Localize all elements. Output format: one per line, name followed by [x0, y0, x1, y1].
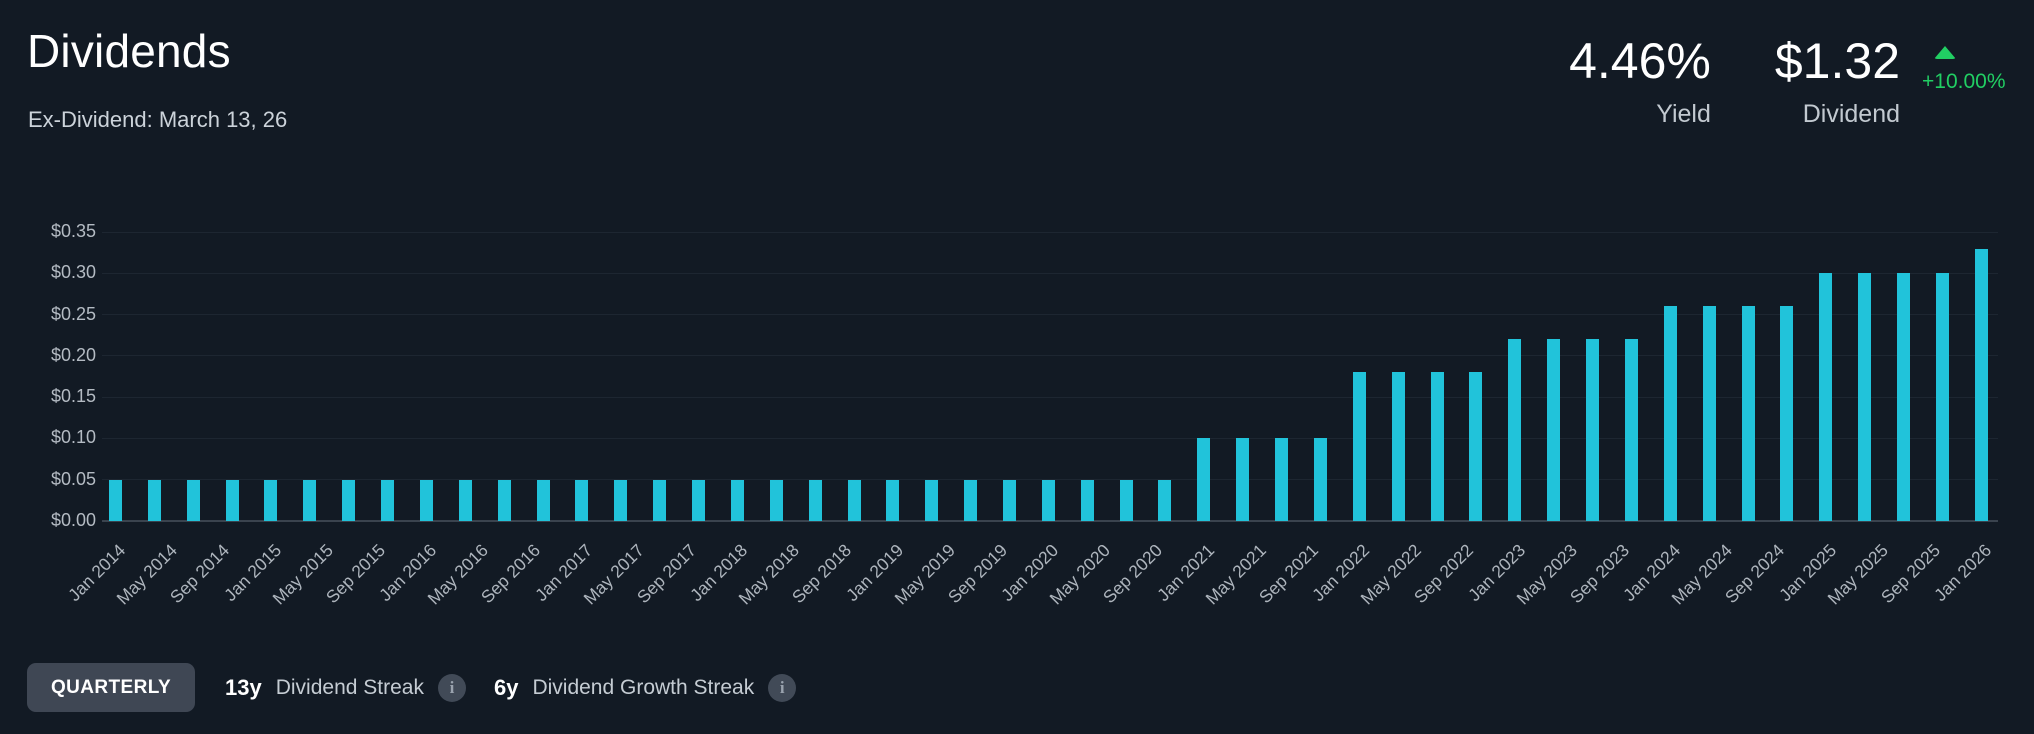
dividend-value: $1.32	[1774, 33, 1900, 89]
growth-streak-label: Dividend Growth Streak	[532, 675, 755, 699]
dividend-bar[interactable]	[808, 479, 822, 521]
dividend-bar[interactable]	[225, 479, 239, 521]
y-axis-label: $0.05	[50, 468, 96, 489]
y-axis-label: $0.20	[50, 344, 96, 365]
y-axis-label: $0.30	[50, 262, 96, 283]
dividend-bar[interactable]	[1080, 479, 1094, 521]
dividend-streak-years: 13y	[225, 674, 262, 700]
dividend-bar[interactable]	[769, 479, 783, 521]
dividend-change: +10.00%	[1922, 36, 2010, 94]
dividend-bar[interactable]	[1313, 438, 1327, 521]
gridline	[102, 231, 1998, 233]
dividend-bar[interactable]	[147, 479, 161, 521]
y-axis-label: $0.35	[50, 221, 96, 241]
dividend-bar[interactable]	[264, 479, 278, 521]
dividend-bar[interactable]	[1780, 306, 1794, 521]
dividend-bar[interactable]	[692, 479, 706, 521]
yield-stat: 4.46% Yield	[1569, 36, 1711, 129]
y-axis-label: $0.00	[50, 510, 96, 530]
dividend-bar[interactable]	[342, 479, 356, 521]
dividend-bar[interactable]	[1974, 248, 1988, 521]
dividend-bar[interactable]	[1041, 479, 1055, 521]
growth-streak-info-icon[interactable]: i	[768, 673, 797, 702]
dividend-bar[interactable]	[186, 479, 200, 521]
dividend-bar[interactable]	[1275, 438, 1289, 521]
dividend-bar[interactable]	[1858, 273, 1872, 521]
page-title: Dividends	[27, 25, 231, 77]
dividend-bar[interactable]	[1819, 273, 1833, 521]
dividend-bar[interactable]	[1663, 306, 1677, 521]
dividend-bar[interactable]	[303, 479, 317, 521]
y-axis-label: $0.25	[50, 303, 96, 324]
dividend-bar[interactable]	[653, 479, 667, 521]
dividend-bar[interactable]	[1391, 372, 1405, 521]
dividend-bar[interactable]	[419, 479, 433, 521]
gridline	[102, 314, 1998, 316]
dividend-bar[interactable]	[925, 479, 939, 521]
dividend-bar[interactable]	[1352, 372, 1366, 521]
arrow-up-icon	[1934, 46, 1956, 59]
dividend-label: Dividend	[1802, 100, 1900, 128]
dividend-stat: $1.32 Dividend	[1775, 36, 1900, 129]
dividend-bar[interactable]	[1158, 479, 1172, 521]
dividend-bar[interactable]	[886, 479, 900, 521]
y-axis-label: $0.15	[50, 386, 96, 407]
dividend-bar[interactable]	[1197, 438, 1211, 521]
dividend-streak-info-icon[interactable]: i	[437, 673, 466, 702]
dividend-bar[interactable]	[730, 479, 744, 521]
growth-streak-years: 6y	[493, 674, 519, 700]
dividend-bar[interactable]	[1003, 479, 1016, 521]
gridline	[102, 272, 1998, 274]
yield-value: 4.46%	[1569, 33, 1711, 89]
dividend-bar[interactable]	[1508, 339, 1522, 521]
dividend-bar[interactable]	[497, 479, 511, 521]
dividend-bar[interactable]	[1897, 273, 1911, 521]
dividend-bar[interactable]	[109, 479, 122, 521]
yield-label: Yield	[1656, 100, 1711, 128]
streaks-row: 13y Dividend Streak i 6y Dividend Growth…	[225, 663, 810, 712]
dividend-bar[interactable]	[1741, 306, 1755, 521]
dividend-bar[interactable]	[1586, 339, 1600, 521]
dividend-bar[interactable]	[536, 479, 550, 521]
y-axis-label: $0.10	[50, 427, 96, 448]
dividend-bar[interactable]	[847, 479, 861, 521]
quarterly-toggle-button[interactable]: QUARTERLY	[27, 663, 196, 712]
dividend-streak-label: Dividend Streak	[275, 675, 424, 699]
dividend-bar[interactable]	[1624, 339, 1638, 521]
dividend-bar[interactable]	[575, 479, 589, 521]
dividend-bar[interactable]	[1935, 273, 1949, 521]
dividend-bar[interactable]	[381, 479, 395, 521]
dividend-bar[interactable]	[1119, 479, 1133, 521]
dividend-bar[interactable]	[964, 479, 978, 521]
dividend-bar[interactable]	[458, 479, 472, 521]
dividend-bar[interactable]	[614, 479, 628, 521]
gridline	[102, 437, 1998, 439]
dividend-bar[interactable]	[1469, 372, 1483, 521]
dividend-change-percent: +10.00%	[1922, 70, 2006, 93]
gridline	[102, 396, 1998, 398]
x-axis-line	[102, 520, 1998, 522]
dividend-bar[interactable]	[1236, 438, 1250, 521]
dividend-bar[interactable]	[1702, 306, 1716, 521]
dividend-stats: 4.46% Yield $1.32 Dividend +10.00%	[1569, 36, 2010, 129]
gridline	[102, 355, 1998, 357]
dividend-bar[interactable]	[1430, 372, 1444, 521]
ex-dividend-date: Ex-Dividend: March 13, 26	[28, 107, 288, 132]
dividend-bar[interactable]	[1547, 339, 1561, 521]
